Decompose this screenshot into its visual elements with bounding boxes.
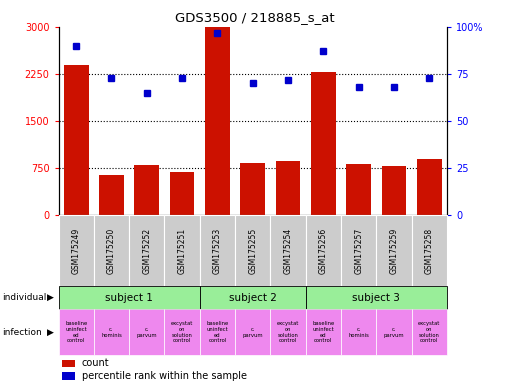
Text: subject 2: subject 2: [229, 293, 277, 303]
Bar: [200, 215, 235, 286]
Text: excystat
on
solution
control: excystat on solution control: [277, 321, 299, 343]
Text: GSM175259: GSM175259: [389, 227, 399, 274]
Bar: [341, 309, 376, 355]
Bar: [376, 309, 412, 355]
Bar: [94, 215, 129, 286]
Bar: [205, 27, 230, 215]
Bar: [62, 359, 75, 367]
Bar: [306, 309, 341, 355]
Bar: [270, 309, 306, 355]
Bar: [64, 65, 89, 215]
Text: c.
parvum: c. parvum: [384, 327, 404, 338]
Text: GSM175251: GSM175251: [178, 227, 187, 274]
Text: count: count: [81, 358, 109, 368]
Bar: [417, 159, 442, 215]
Text: GSM175255: GSM175255: [248, 227, 257, 274]
Text: excystat
on
solution
control: excystat on solution control: [171, 321, 193, 343]
Bar: [382, 166, 406, 215]
Bar: [164, 309, 200, 355]
Text: GSM175254: GSM175254: [284, 227, 293, 274]
Text: subject 3: subject 3: [352, 293, 400, 303]
Bar: [346, 164, 371, 215]
Bar: [169, 172, 194, 215]
Text: baseline
uninfect
ed
control: baseline uninfect ed control: [206, 321, 229, 343]
Bar: [306, 286, 447, 309]
Text: percentile rank within the sample: percentile rank within the sample: [81, 371, 247, 381]
Bar: [376, 215, 412, 286]
Text: baseline
uninfect
ed
control: baseline uninfect ed control: [312, 321, 334, 343]
Text: GSM175253: GSM175253: [213, 227, 222, 274]
Bar: [94, 309, 129, 355]
Text: GSM175249: GSM175249: [72, 227, 81, 274]
Bar: [235, 309, 270, 355]
Text: GSM175250: GSM175250: [107, 227, 116, 274]
Text: GSM175252: GSM175252: [143, 227, 151, 274]
Bar: [134, 165, 159, 215]
Text: ▶: ▶: [47, 293, 54, 302]
Bar: [99, 175, 124, 215]
Text: GDS3500 / 218885_s_at: GDS3500 / 218885_s_at: [175, 12, 334, 25]
Bar: [306, 215, 341, 286]
Bar: [412, 309, 447, 355]
Text: c.
parvum: c. parvum: [242, 327, 263, 338]
Bar: [270, 215, 306, 286]
Bar: [129, 215, 164, 286]
Bar: [164, 215, 200, 286]
Text: individual: individual: [3, 293, 47, 302]
Bar: [62, 372, 75, 380]
Text: ▶: ▶: [47, 328, 54, 337]
Bar: [240, 163, 265, 215]
Bar: [276, 161, 300, 215]
Text: infection: infection: [3, 328, 42, 337]
Text: GSM175256: GSM175256: [319, 227, 328, 274]
Text: excystat
on
solution
control: excystat on solution control: [418, 321, 440, 343]
Bar: [200, 286, 306, 309]
Text: subject 1: subject 1: [105, 293, 153, 303]
Text: GSM175258: GSM175258: [425, 227, 434, 274]
Text: c.
parvum: c. parvum: [136, 327, 157, 338]
Text: GSM175257: GSM175257: [354, 227, 363, 274]
Bar: [59, 286, 200, 309]
Bar: [200, 309, 235, 355]
Bar: [311, 72, 336, 215]
Text: baseline
uninfect
ed
control: baseline uninfect ed control: [65, 321, 88, 343]
Bar: [59, 215, 94, 286]
Bar: [59, 309, 94, 355]
Bar: [129, 309, 164, 355]
Text: c.
hominis: c. hominis: [101, 327, 122, 338]
Bar: [235, 215, 270, 286]
Text: c.
hominis: c. hominis: [348, 327, 369, 338]
Bar: [412, 215, 447, 286]
Bar: [341, 215, 376, 286]
